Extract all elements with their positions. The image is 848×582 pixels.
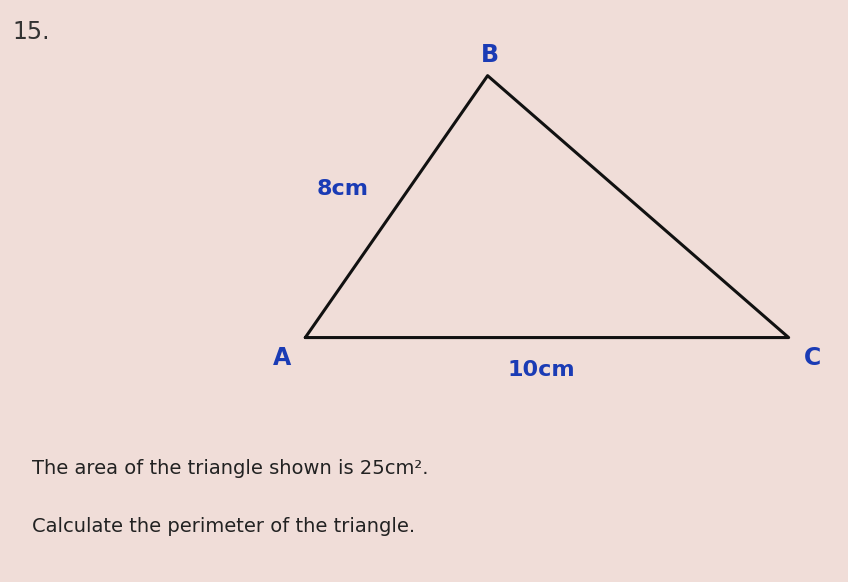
Text: A: A	[272, 346, 291, 370]
Text: B: B	[481, 43, 499, 68]
Text: 10cm: 10cm	[507, 360, 575, 379]
Text: 15.: 15.	[13, 20, 50, 44]
Text: 8cm: 8cm	[317, 179, 369, 199]
Text: The area of the triangle shown is 25cm².: The area of the triangle shown is 25cm².	[32, 459, 429, 478]
Text: Calculate the perimeter of the triangle.: Calculate the perimeter of the triangle.	[32, 517, 416, 536]
Text: C: C	[804, 346, 821, 370]
